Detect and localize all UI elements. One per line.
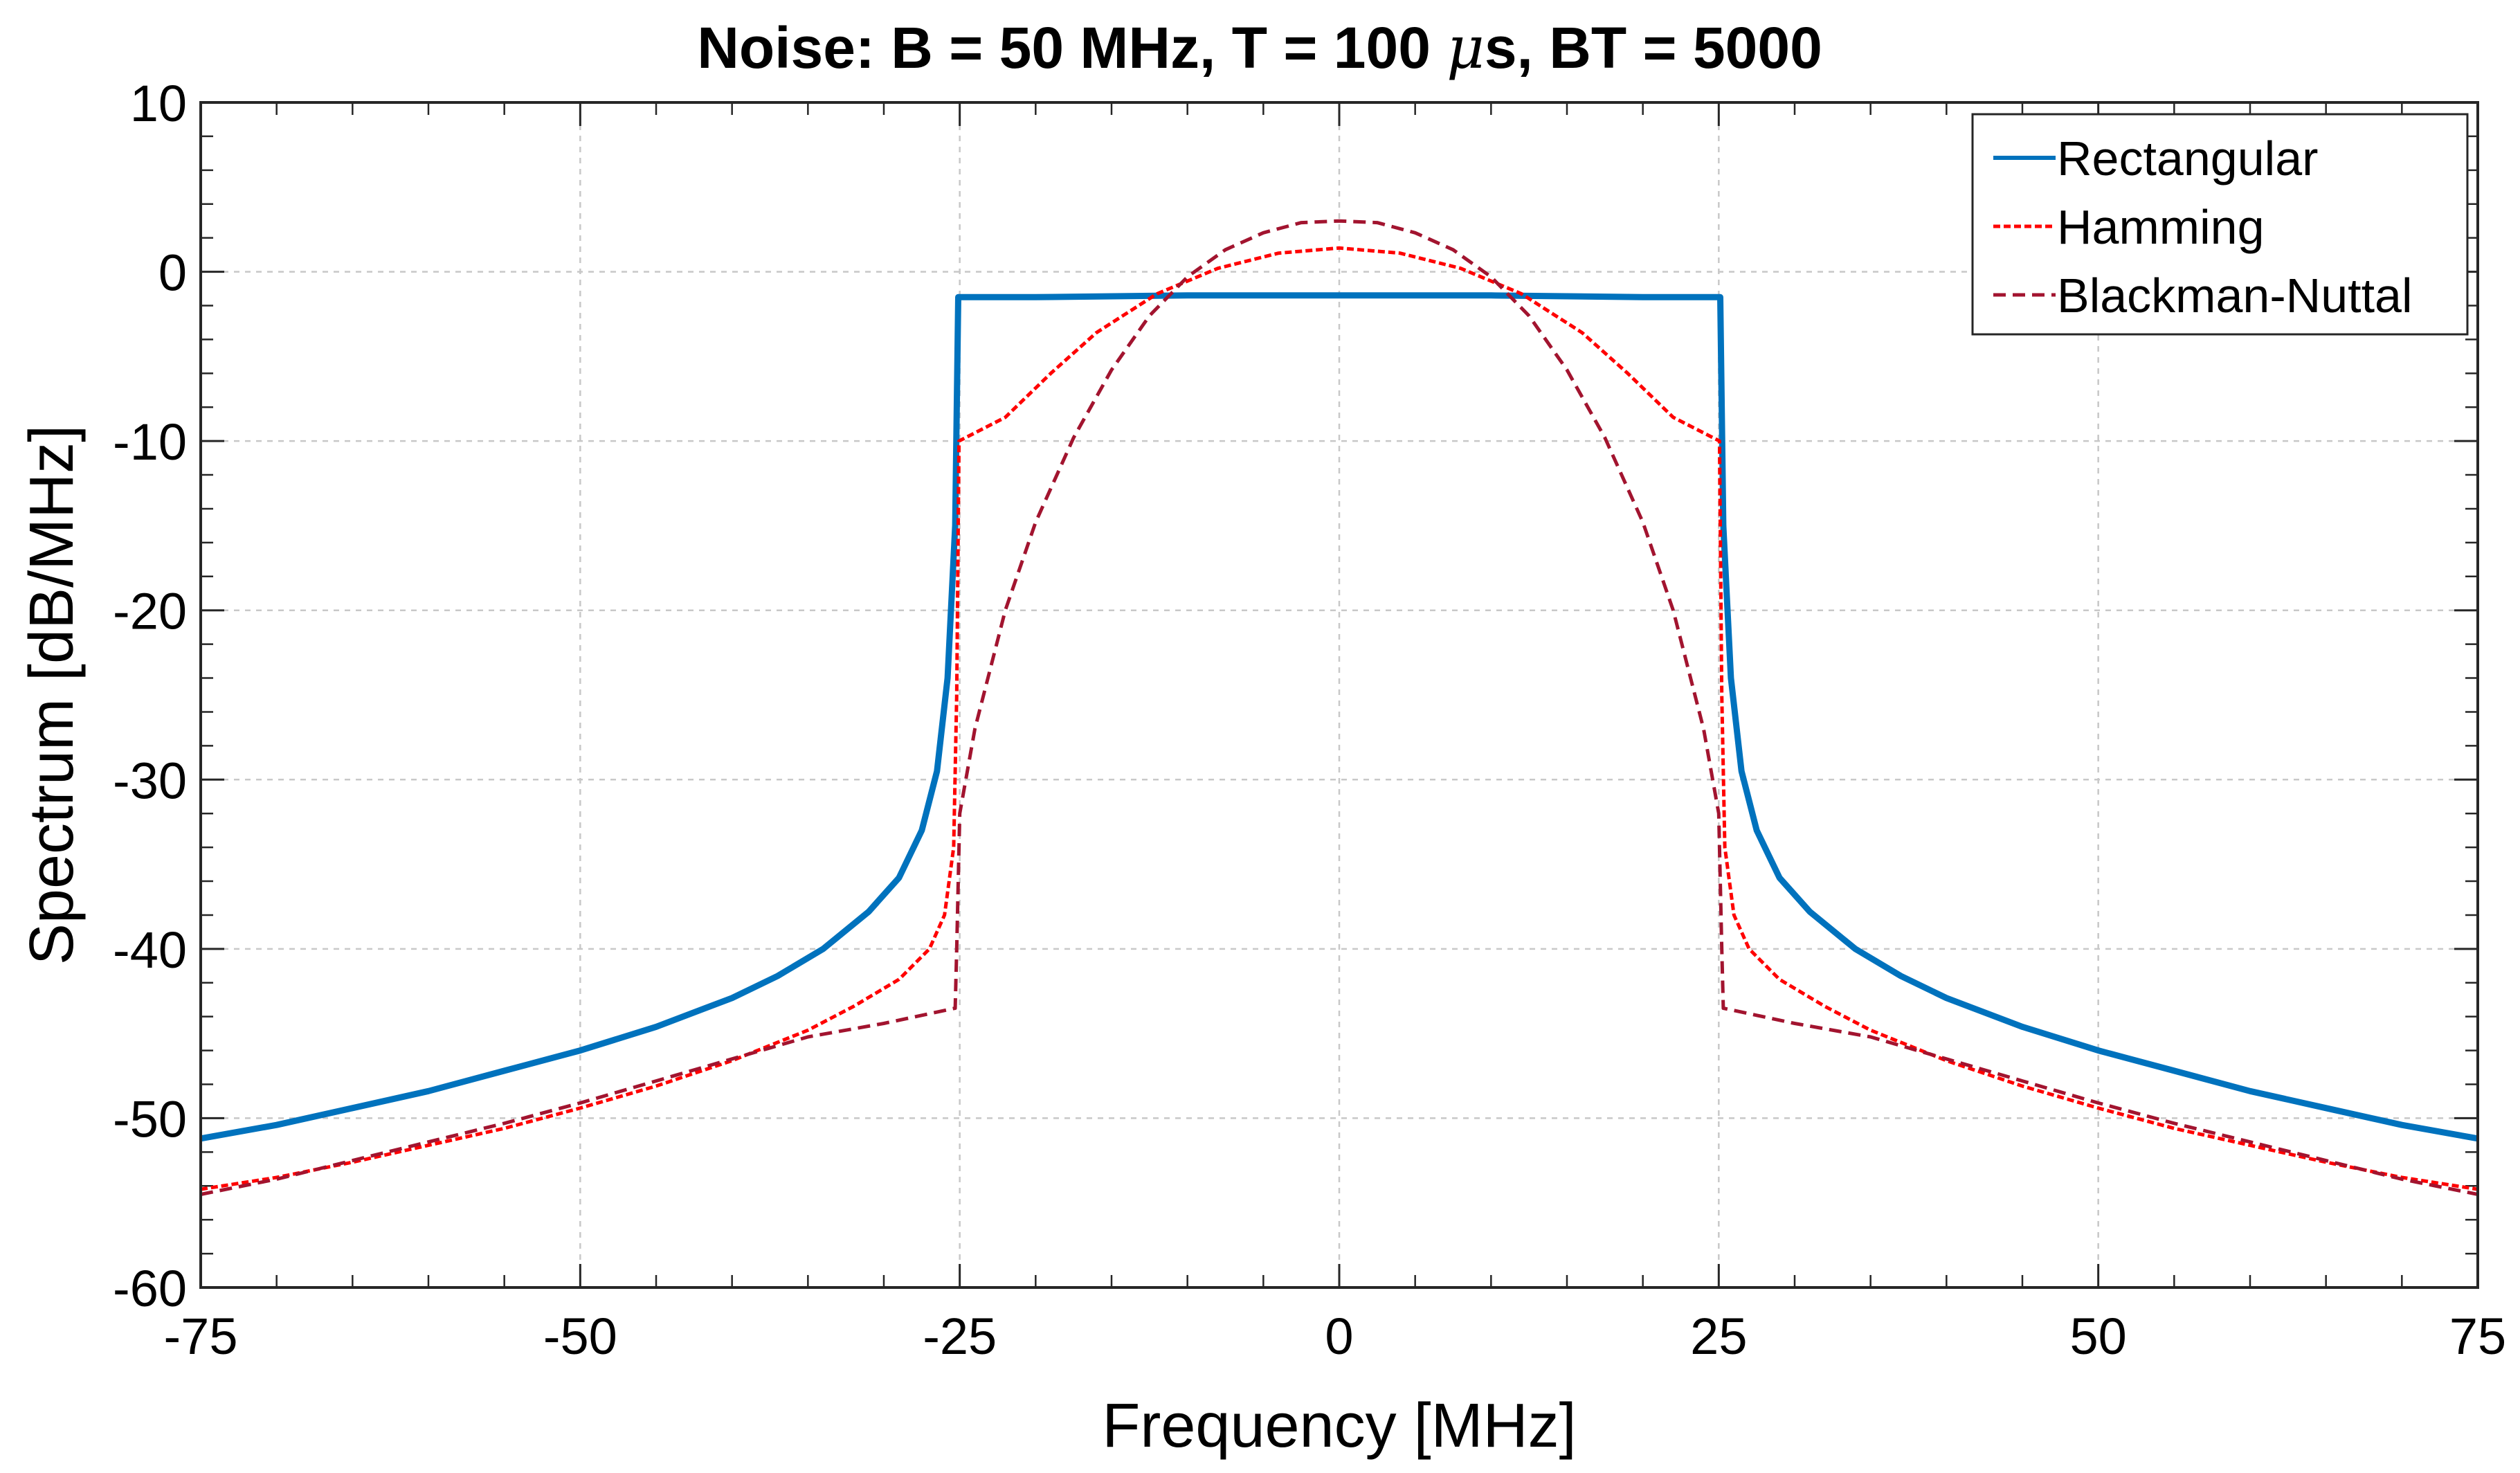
chart-title: Noise: B = 50 MHz, T = 100 μs, BT = 5000 — [697, 14, 1822, 82]
y-axis-label: Spectrum [dB/MHz] — [17, 425, 87, 965]
y-tick-label: -20 — [113, 583, 187, 640]
x-axis-label: Frequency [MHz] — [1102, 1391, 1576, 1461]
legend-box — [1971, 113, 2469, 336]
legend-label: Rectangular — [2057, 132, 2318, 186]
x-tick-label: 75 — [2449, 1308, 2506, 1365]
plot-frame — [199, 101, 2479, 1289]
legend: Rectangular Hamming Blackman-Nuttal — [1971, 113, 2469, 336]
series-layer — [200, 219, 2478, 1196]
x-tick-label: 25 — [1690, 1308, 1747, 1365]
series-line-rectangular — [200, 292, 2478, 1142]
y-tick-label: -40 — [113, 921, 187, 979]
series-line-blackman-nuttal — [200, 219, 2478, 1196]
y-tick-label: -60 — [113, 1260, 187, 1317]
chart-title-mu: μ — [1447, 14, 1485, 82]
y-tick-label: 0 — [158, 244, 187, 302]
chart-title-suffix: s, BT = 5000 — [1485, 15, 1822, 80]
legend-label: Blackman-Nuttal — [2057, 269, 2413, 323]
x-tick-label: 0 — [1325, 1308, 1353, 1365]
tick-marks — [199, 101, 2479, 1289]
chart-title-prefix: Noise: B = 50 MHz, T = 100 — [697, 15, 1447, 80]
x-tick-label: -25 — [923, 1308, 997, 1365]
legend-label: Hamming — [2057, 200, 2265, 254]
series-line-hamming — [200, 246, 2478, 1191]
y-tick-labels: -60 -50 -40 -30 -20 -10 0 10 — [113, 75, 187, 1317]
x-tick-label: -50 — [543, 1308, 617, 1365]
y-tick-label: -10 — [113, 413, 187, 471]
y-tick-label: 10 — [130, 75, 187, 132]
y-tick-label: -30 — [113, 752, 187, 809]
x-tick-labels: -75 -50 -25 0 25 50 75 — [164, 1308, 2507, 1365]
x-tick-label: 50 — [2070, 1308, 2127, 1365]
y-tick-label: -50 — [113, 1090, 187, 1148]
x-tick-label: -75 — [164, 1308, 238, 1365]
